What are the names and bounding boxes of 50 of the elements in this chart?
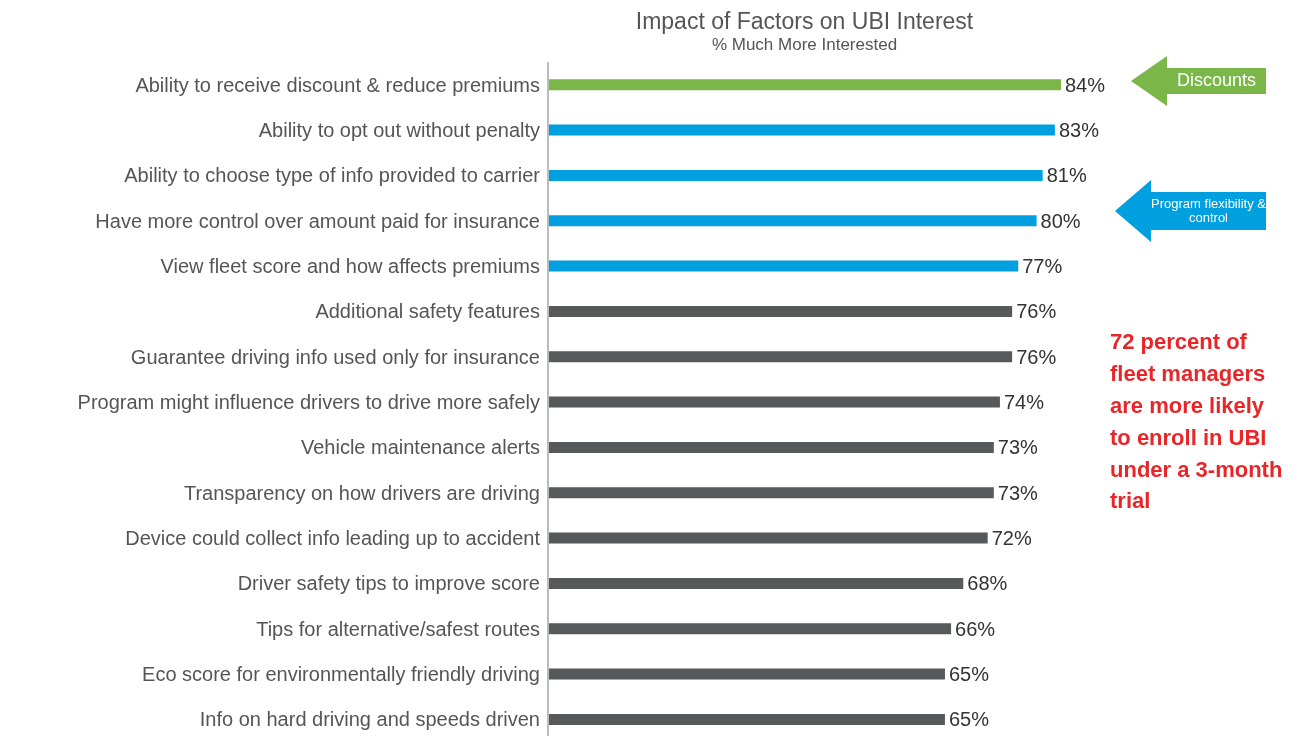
y-tick-label: Vehicle maintenance alerts [300, 436, 540, 459]
text: 72 percent of fleet managers are more likely to enroll in UBI under a 3-month trial [1110, 328, 1284, 516]
y-tick-label: Program might influence drivers to drive more safely [77, 391, 540, 414]
bar [548, 215, 1037, 227]
data-label: 74% [1003, 391, 1045, 414]
bar [548, 668, 945, 680]
chart-subtitle: % Much More Interested [710, 35, 899, 55]
data-label: 76% [1016, 345, 1057, 368]
y-tick-label: Transparency on how drivers are driving [183, 481, 540, 504]
data-label: 73% [997, 436, 1039, 459]
data-label: 68% [967, 572, 1008, 595]
y-tick-label: Device could collect info leading up to accident [125, 527, 541, 550]
bar [548, 713, 945, 725]
data-label: 65% [948, 708, 990, 731]
data-label: 65% [948, 663, 990, 686]
data-label: 76% [1016, 300, 1057, 323]
y-tick-label: View fleet score and how affects premiums [160, 255, 540, 278]
chart-title: Impact of Factors on UBI Interest [634, 8, 975, 35]
data-label: 72% [991, 527, 1032, 550]
data-label: 77% [1022, 255, 1063, 278]
text: Discounts [1176, 69, 1257, 93]
data-label: 83% [1058, 119, 1100, 142]
bar [548, 623, 952, 635]
y-tick-label: Info on hard driving and speeds driven [199, 708, 540, 731]
y-tick-label: Eco score for environmentally friendly driving [142, 663, 540, 686]
bar [548, 577, 964, 589]
bar [548, 351, 1013, 363]
data-label: 81% [1046, 164, 1087, 187]
y-tick-label: Additional safety features [315, 300, 540, 323]
y-tick-label: Ability to opt out without penalty [258, 119, 540, 142]
y-tick-label: Have more control over amount paid for insurance [95, 209, 540, 232]
bar [548, 396, 1000, 408]
data-label: 73% [997, 481, 1039, 504]
bar [548, 124, 1055, 136]
bar [548, 532, 988, 544]
data-label: 80% [1040, 209, 1081, 232]
bar [548, 260, 1019, 272]
bar [548, 305, 1013, 317]
y-tick-label: Driver safety tips to improve score [237, 572, 540, 595]
bar [548, 487, 994, 499]
data-label: 84% [1065, 73, 1106, 96]
y-tick-label: Guarantee driving info used only for insurance [130, 345, 540, 368]
bar [548, 441, 994, 453]
bar [548, 169, 1043, 181]
data-label: 66% [955, 617, 996, 640]
y-tick-label: Ability to receive discount & reduce premiums [135, 73, 540, 96]
text: Program flexibility & control [1151, 194, 1266, 227]
bar [548, 79, 1061, 91]
y-tick-label: Ability to choose type of info provided to carrier [124, 164, 541, 187]
y-tick-label: Tips for alternative/safest routes [256, 617, 540, 640]
